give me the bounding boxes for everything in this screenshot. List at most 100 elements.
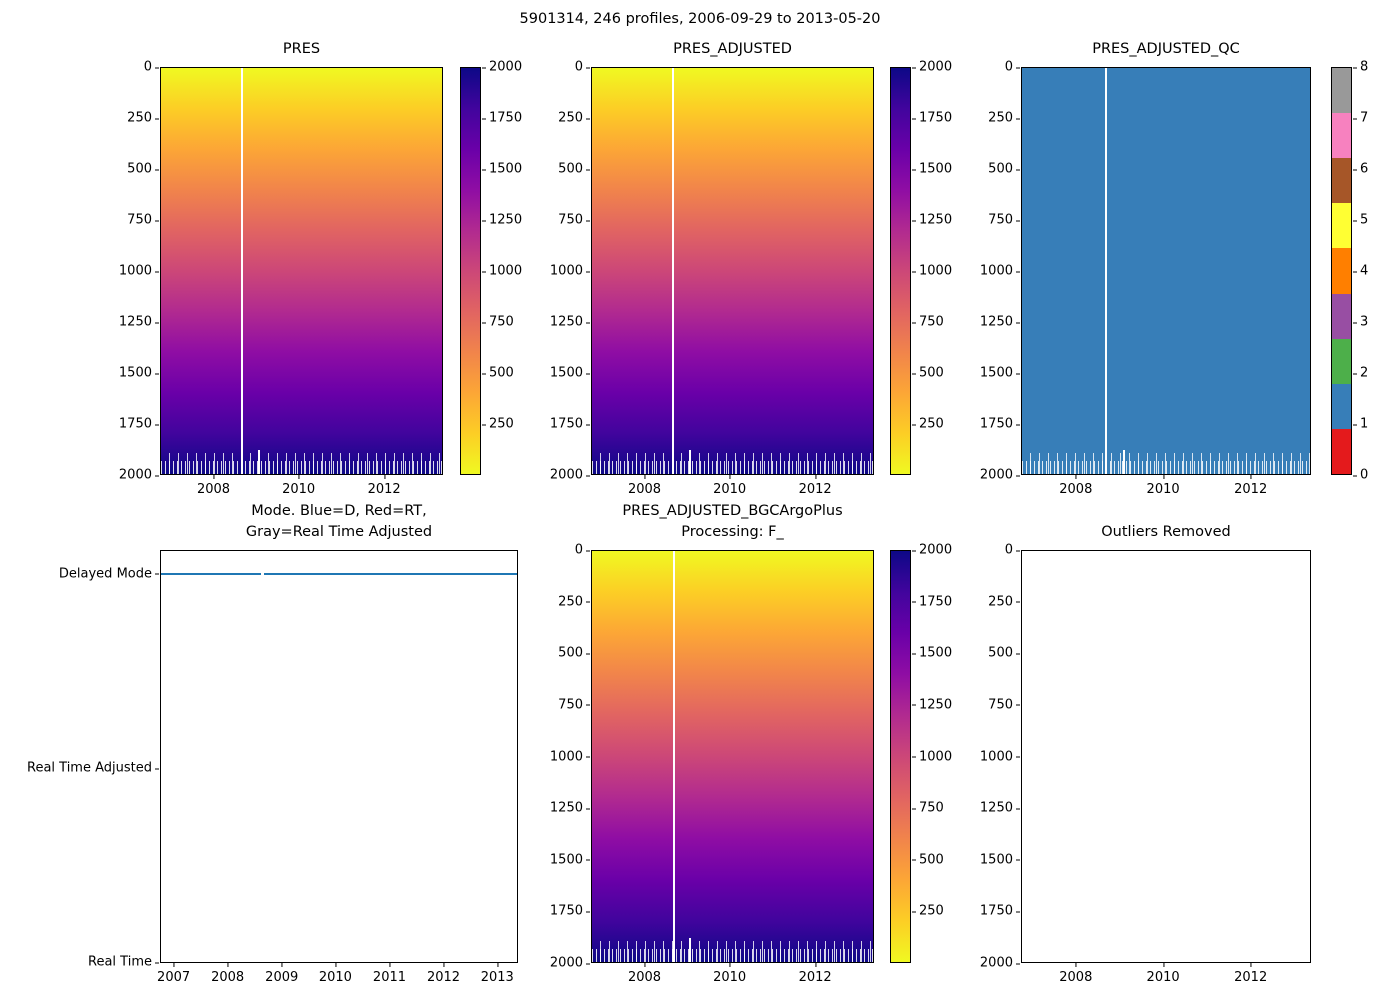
colorbar-tick-label: 1500 — [911, 645, 953, 661]
colorbar-tick-label: 4 — [1352, 263, 1369, 279]
y-tick-label: 1750 — [979, 416, 1021, 432]
pres-adjusted-missing-profile-gap — [671, 68, 674, 474]
x-tick-label: 2010 — [1147, 963, 1180, 985]
y-tick-label: 1750 — [118, 416, 160, 432]
colorbar-qc-swatches — [1331, 67, 1352, 475]
colorbar-pres-adjusted-gradient — [890, 67, 911, 475]
x-tick-label: 2010 — [713, 963, 746, 985]
y-tick-label: Delayed Mode — [58, 566, 160, 582]
colorbar-tick-label: 1 — [1352, 416, 1369, 432]
colorbar-tick-label: 2 — [1352, 365, 1369, 381]
y-tick-label: 0 — [574, 542, 591, 558]
y-tick-label: 250 — [988, 110, 1020, 126]
colorbar-tick-label: 5 — [1352, 212, 1369, 228]
x-tick-label: 2008 — [1059, 475, 1092, 497]
colorbar-tick-label: 7 — [1352, 110, 1369, 126]
x-tick-label: 2010 — [1147, 475, 1180, 497]
colorbar-tick-label: 2000 — [481, 59, 523, 75]
delayed-mode-line — [161, 573, 517, 576]
y-tick-label: 1000 — [549, 749, 591, 764]
colorbar-tick-label: 3 — [1352, 314, 1369, 330]
colorbar-tick-label: 1000 — [911, 263, 953, 279]
y-tick-label: 250 — [127, 110, 159, 126]
bgc-missing-profile-gap — [673, 551, 676, 962]
colorbar-tick-label: 750 — [482, 314, 514, 330]
colorbar-tick-label: 750 — [912, 314, 944, 330]
colorbar-tick-label: 2000 — [911, 542, 953, 558]
y-tick-label: 2000 — [118, 467, 160, 483]
y-tick-label: 1750 — [549, 903, 591, 919]
qc-color-swatch — [1332, 68, 1351, 114]
qc-color-swatch — [1332, 203, 1351, 249]
x-tick-label: 2008 — [628, 475, 661, 497]
y-tick-label: Real Time Adjusted — [27, 760, 159, 776]
pres-missing-profile-gap — [240, 68, 243, 474]
x-tick-label: 2009 — [265, 963, 298, 985]
pres-adjusted-heatmap — [591, 67, 874, 475]
colorbar-tick-label: 1000 — [481, 263, 523, 279]
qc-color-swatch — [1332, 248, 1351, 294]
x-tick-label: 2008 — [197, 475, 230, 497]
y-tick-label: 0 — [1004, 59, 1021, 75]
colorbar-tick-label: 1250 — [481, 212, 523, 228]
x-tick-label: 2008 — [628, 963, 661, 985]
y-tick-label: 750 — [558, 212, 590, 228]
x-tick-label: 2010 — [319, 963, 352, 985]
colorbar-tick-label: 250 — [912, 416, 944, 432]
x-tick-label: 2008 — [211, 963, 244, 985]
y-tick-label: 500 — [127, 161, 159, 177]
qc-heatmap — [1021, 67, 1311, 475]
y-tick-label: 1500 — [979, 852, 1021, 868]
y-tick-label: 1750 — [979, 903, 1021, 919]
colorbar-tick-label: 500 — [912, 852, 944, 868]
y-tick-label: 0 — [143, 59, 160, 75]
colorbar-tick-label: 750 — [912, 800, 944, 816]
qc-color-swatch — [1332, 338, 1351, 384]
y-tick-label: 1000 — [979, 749, 1021, 764]
pres-adjusted-qc-title: PRES_ADJUSTED_QC — [1092, 41, 1240, 58]
colorbar-tick-label: 8 — [1352, 59, 1369, 75]
y-tick-label: Real Time — [88, 954, 159, 970]
figure-title: 5901314, 246 profiles, 2006-09-29 to 201… — [519, 11, 881, 27]
colorbar-tick-label: 1500 — [911, 161, 953, 177]
colorbar-pres: 2000 1750 1500 1250 1000 750 500 250 — [460, 60, 522, 475]
y-tick-label: 0 — [1004, 542, 1021, 558]
colorbar-tick-label: 250 — [912, 903, 944, 919]
y-tick-label: 1500 — [549, 852, 591, 868]
pres-title: PRES — [282, 41, 321, 58]
colorbar-bgc-gradient — [890, 550, 911, 963]
x-tick-label: 2008 — [1059, 963, 1092, 985]
colorbar-tick-label: 2000 — [911, 59, 953, 75]
colorbar-tick-label: 1750 — [911, 594, 953, 610]
x-tick-label: 2013 — [481, 963, 514, 985]
colorbar-tick-label: 500 — [482, 365, 514, 381]
mode-title: Mode. Blue=D, Red=RT, Gray=Real Time Adj… — [245, 502, 433, 541]
y-tick-label: 1250 — [118, 314, 160, 330]
y-tick-label: 0 — [574, 59, 591, 75]
colorbar-pres-adjusted: 2000 1750 1500 1250 1000 750 500 250 — [890, 60, 952, 475]
bgc-heatmap — [591, 550, 874, 963]
bgc-depth-comb — [592, 949, 873, 962]
mode-plot-area — [160, 550, 518, 963]
subplot-mode: Mode. Blue=D, Red=RT, Gray=Real Time Adj… — [27, 503, 518, 985]
y-tick-label: 1500 — [979, 365, 1021, 381]
colorbar-tick-label: 0 — [1352, 467, 1369, 483]
qc-missing-profile-gap — [1104, 68, 1107, 474]
colorbar-tick-label: 1250 — [911, 697, 953, 713]
y-tick-label: 1250 — [979, 314, 1021, 330]
y-tick-label: 500 — [558, 645, 590, 661]
y-tick-label: 1250 — [549, 800, 591, 816]
outliers-plot-area — [1021, 550, 1311, 963]
x-tick-label: 2012 — [427, 963, 460, 985]
subplot-pres-adjusted-qc: PRES_ADJUSTED_QC 0 250 500 750 1000 1250 1500 1… — [980, 41, 1311, 497]
qc-color-swatch — [1332, 158, 1351, 204]
x-tick-label: 2012 — [1234, 475, 1267, 497]
y-tick-label: 2000 — [549, 955, 591, 971]
y-tick-label: 1000 — [979, 263, 1021, 279]
pres-adjusted-depth-comb — [592, 461, 873, 474]
y-tick-label: 2000 — [979, 955, 1021, 971]
bgc-title: PRES_ADJUSTED_BGCArgoPlus Processing: F_ — [622, 502, 843, 541]
colorbar-tick-label: 500 — [912, 365, 944, 381]
y-tick-label: 2000 — [549, 467, 591, 483]
